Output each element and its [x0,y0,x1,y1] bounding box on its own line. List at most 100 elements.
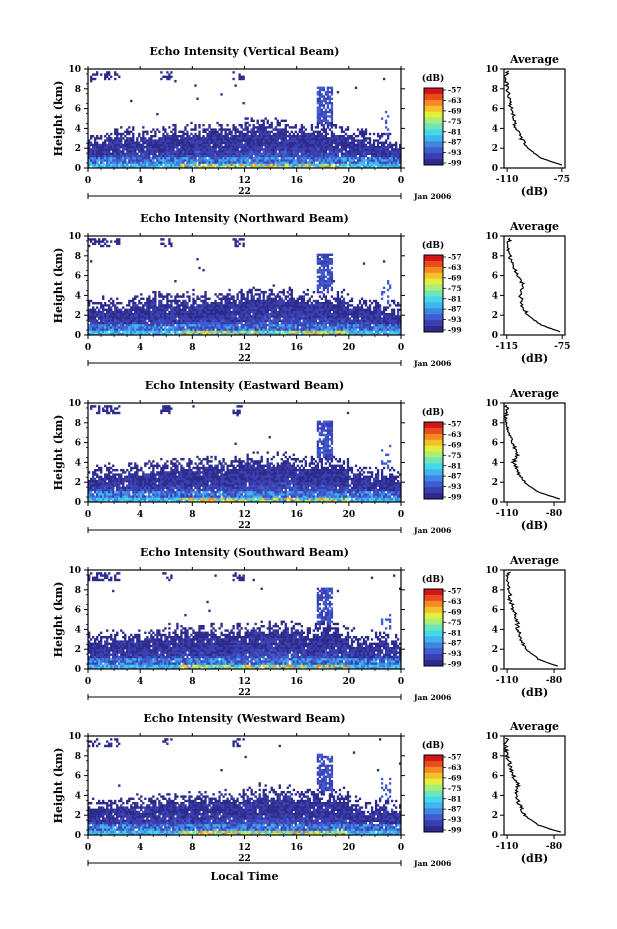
heat-cell [242,317,245,320]
heat-cell [312,330,316,333]
heat-cell [180,332,183,336]
heat-cell [98,159,101,162]
heat-cell [252,152,255,155]
heat-cell [358,165,362,169]
heat-cell [330,165,334,169]
heat-cell [230,159,233,162]
heat-cell [150,304,153,307]
heat-cell [194,310,197,314]
heat-cell [304,146,307,149]
heat-cell [116,332,119,336]
heat-cell [258,308,261,311]
heat-cell [324,269,328,272]
heat-cell [124,326,127,329]
heat-cell [308,319,312,322]
heat-cell [150,315,153,318]
heat-cell [290,135,293,138]
heat-cell [230,154,233,158]
heat-cell [112,163,115,166]
heat-cell [386,128,390,131]
heat-cell [142,161,145,164]
heat-cell [260,132,263,136]
heat-cell [228,328,231,331]
heat-cell [352,143,356,147]
heat-cell [124,143,127,147]
heat-cell [174,161,177,164]
heat-cell [354,306,358,309]
heat-cell [314,317,318,320]
heat-cell [324,260,328,263]
heat-cell [328,310,332,314]
heat-cell [214,137,217,140]
heat-cell [390,148,394,151]
heat-cell [310,313,314,316]
heat-cell [276,148,279,151]
heat-cell [122,152,125,155]
heat-cell [310,157,314,160]
heat-cell [266,324,269,327]
heat-cell [316,262,320,265]
heat-cell [234,150,237,153]
heat-cell [140,326,143,329]
heat-cell [284,152,287,155]
heat-cell [266,159,269,162]
heat-cell [398,152,402,155]
heat-cell [248,332,251,336]
heat-cell [320,328,324,331]
heat-cell [206,154,209,158]
heat-cell [330,157,334,160]
heat-cell [208,154,211,158]
heat-cell [384,141,388,144]
heat-cell [346,328,350,331]
heat-cell [142,330,145,333]
heat-cell [146,165,149,169]
heat-cell [134,148,137,151]
heat-cell [314,332,318,336]
heat-cell [304,315,307,318]
heat-cell [200,308,203,311]
heat-cell [96,240,99,243]
heat-cell [384,139,388,142]
heat-cell [292,308,295,311]
heat-cell [262,159,265,162]
heat-cell [106,313,109,316]
heat-cell [152,313,155,316]
heat-cell [174,159,177,162]
heat-cell [320,262,324,265]
heat-cell [292,319,295,322]
heat-cell [212,137,215,140]
heat-cell [232,163,235,166]
heat-cell [140,315,143,318]
heat-cell [228,128,231,131]
heat-cell [122,161,125,164]
heat-cell [224,302,227,305]
heat-cell [162,152,165,155]
heat-cell [280,306,283,309]
heat-cell [392,148,396,151]
heat-cell [276,319,279,322]
heat-cell [286,315,289,318]
heat-cell [332,304,336,307]
heat-cell [252,163,255,166]
heat-cell [216,146,219,149]
heat-cell [198,137,201,140]
heat-cell [96,326,99,329]
heat-cell [230,304,233,307]
heat-cell [162,75,165,78]
heat-cell [248,288,251,292]
heat-cell [388,132,392,136]
heat-cell [338,332,342,336]
heat-cell [314,148,318,151]
heat-cell [252,306,255,309]
heat-cell [136,306,139,309]
heat-cell [192,299,195,303]
heat-cell [352,324,356,327]
heat-cell [160,141,163,144]
heat-cell [148,159,151,162]
heat-cell [110,139,113,142]
heat-cell [310,315,314,318]
heat-cell [330,332,334,336]
heat-cell [342,139,346,142]
heat-cell [194,150,197,153]
heat-cell [396,150,400,153]
